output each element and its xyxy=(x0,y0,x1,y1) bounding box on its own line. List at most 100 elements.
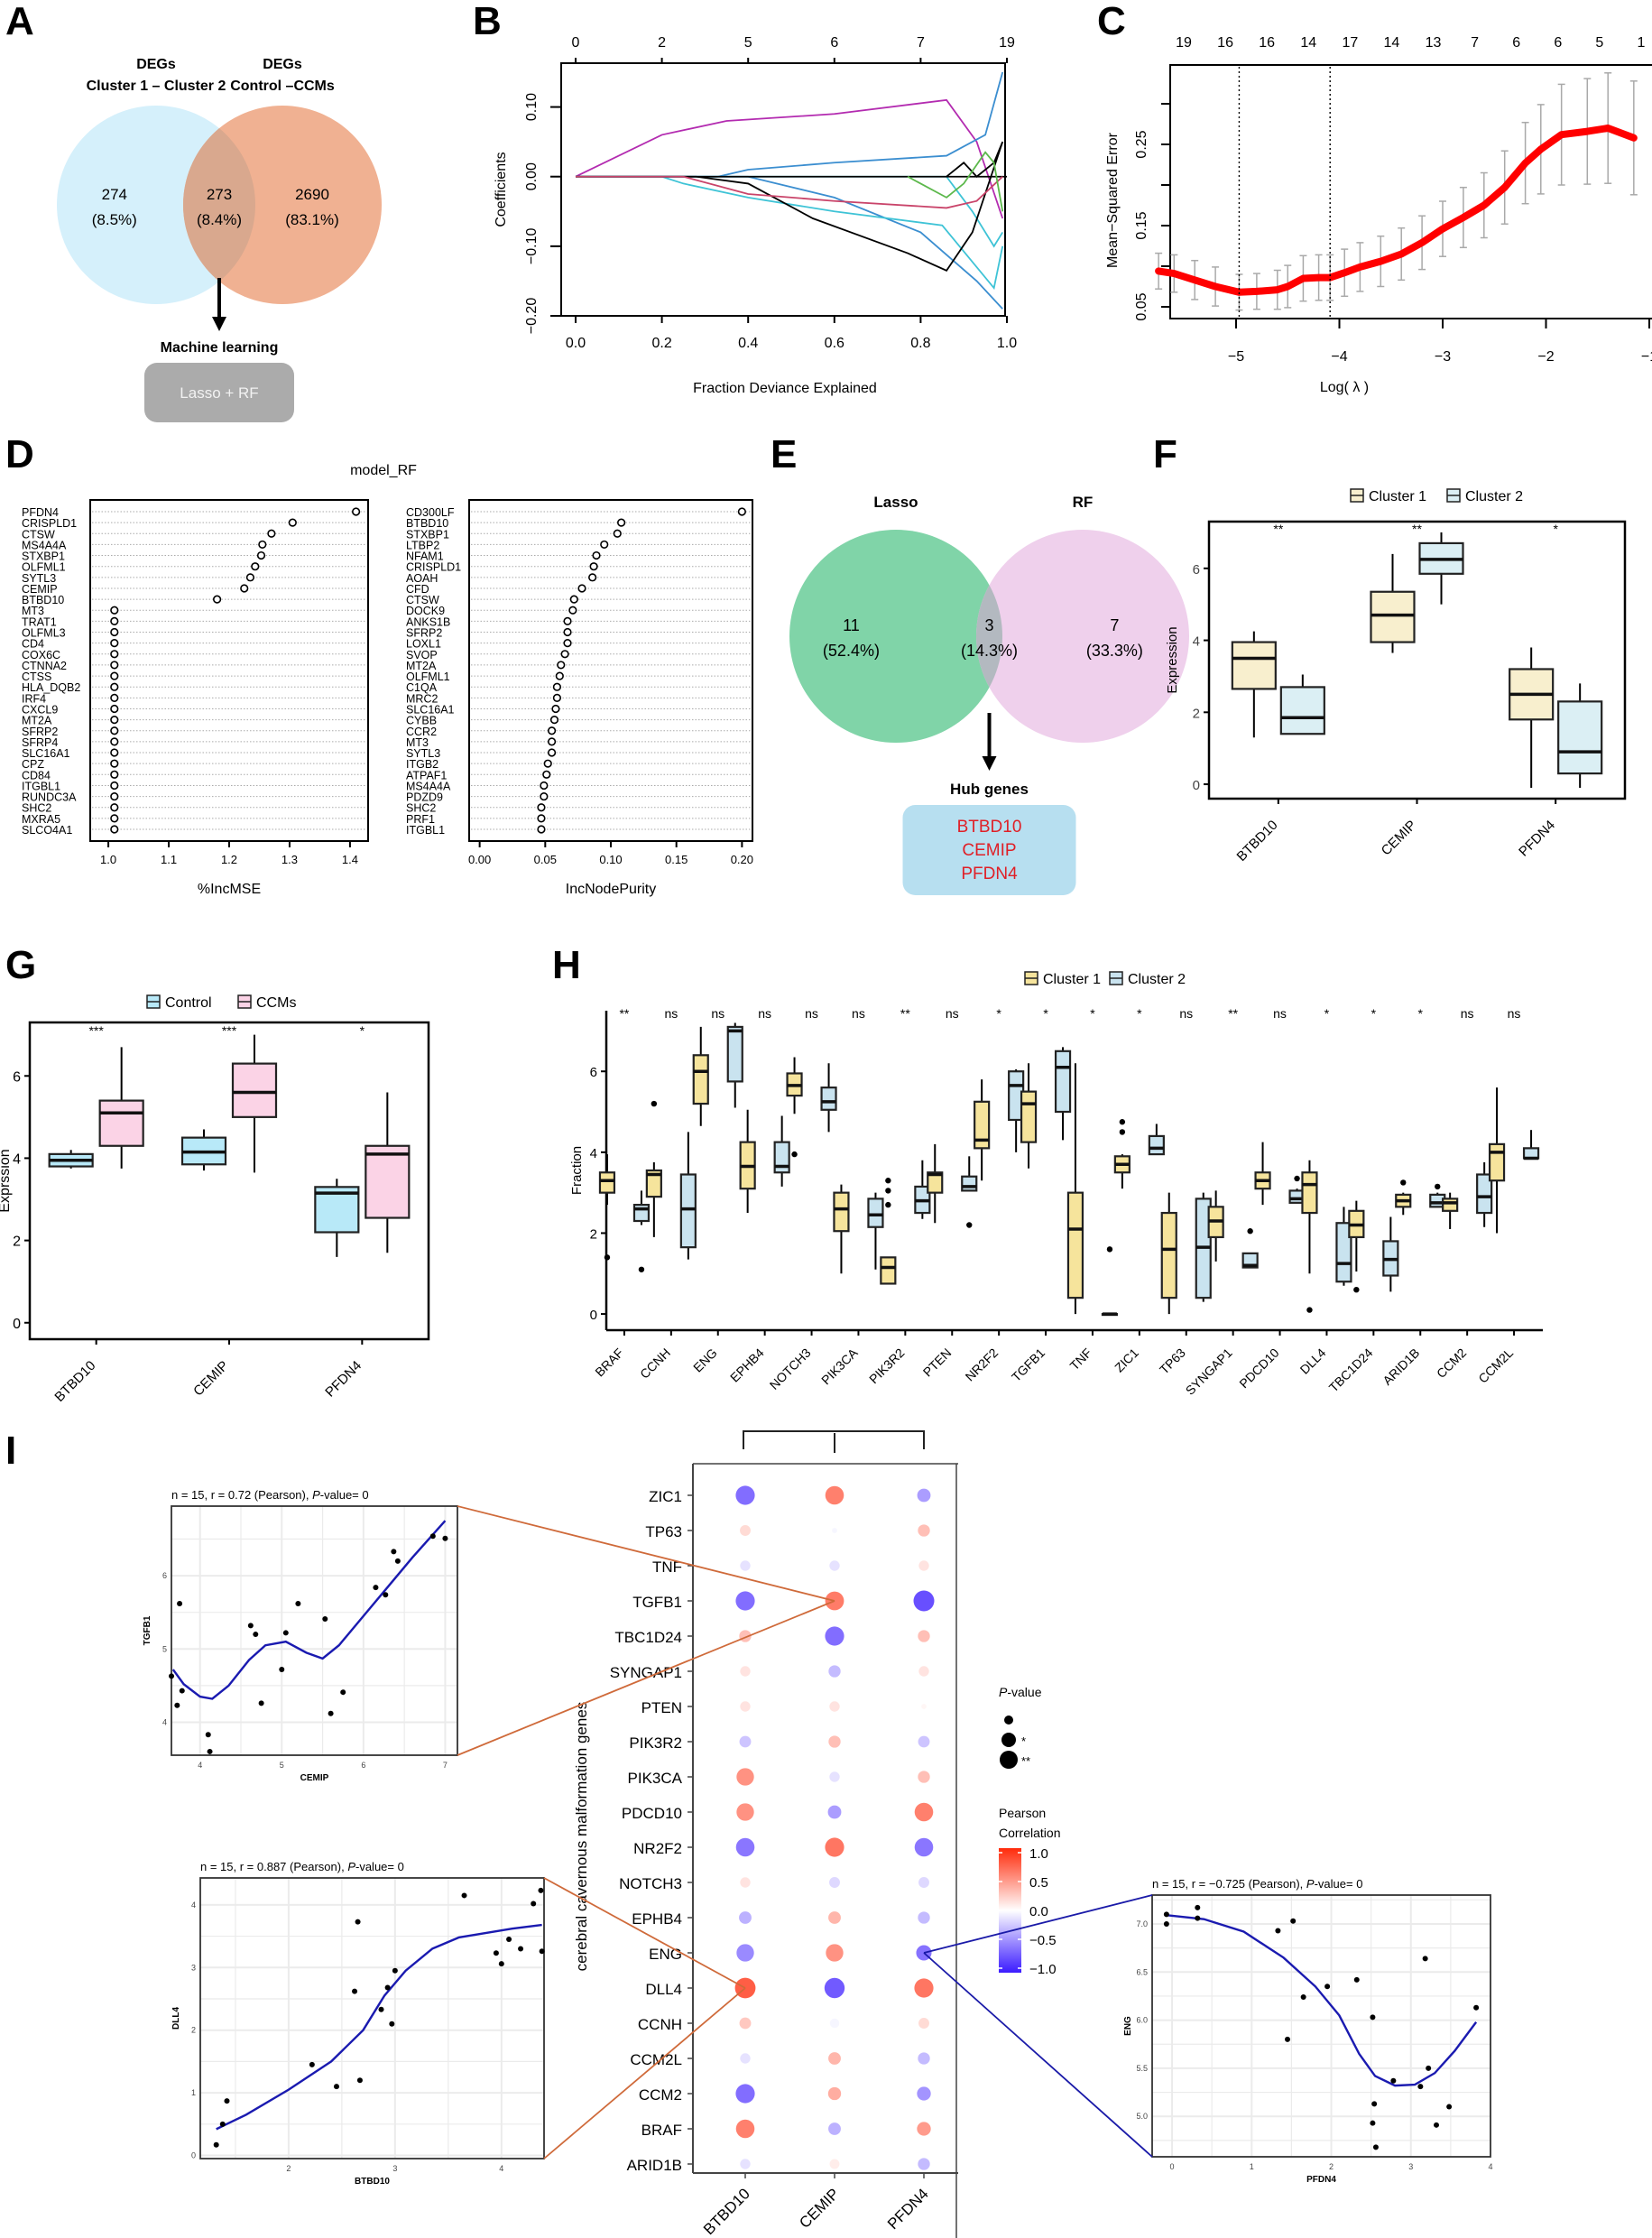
panel-label-h: H xyxy=(552,943,581,987)
significance-label: ns xyxy=(1508,1006,1521,1021)
gene-label: ATPAF1 xyxy=(406,769,447,781)
box-cluster-1 xyxy=(880,1256,897,1285)
scatter-point xyxy=(373,1585,379,1591)
scatter-point xyxy=(429,1533,436,1540)
row-gene-label: BRAF xyxy=(641,2122,682,2139)
row-gene-label: PTEN xyxy=(641,1699,682,1716)
scatter-point xyxy=(219,2121,226,2127)
scatter-point xyxy=(1370,2120,1376,2126)
x-tick-label: 1.0 xyxy=(100,853,116,866)
scatter-point xyxy=(518,1946,524,1952)
x-tick-label: 3 xyxy=(1408,2162,1413,2171)
correlation-dot xyxy=(914,1837,934,1857)
correlation-dot xyxy=(828,1735,841,1748)
box-cluster-1 xyxy=(1020,1090,1038,1143)
correlation-dot xyxy=(829,2018,840,2029)
x-tick-label: 1.0 xyxy=(997,336,1017,351)
scatter-point xyxy=(394,1558,401,1564)
importance-point xyxy=(613,529,622,538)
y-tick-label: 4 xyxy=(590,1146,597,1161)
significance-label: * xyxy=(360,1023,365,1038)
top-tick-label: 16 xyxy=(1217,35,1233,51)
importance-point xyxy=(258,540,267,550)
gene-label: SHC2 xyxy=(22,802,51,815)
scatter-point xyxy=(1290,1918,1297,1924)
plot-frame xyxy=(89,499,369,842)
x-tick-label: BTBD10 xyxy=(1234,818,1281,865)
colorbar-label: 1.0 xyxy=(1029,1846,1048,1862)
scatter-point xyxy=(355,1919,361,1925)
correlation-dot xyxy=(829,2159,840,2169)
importance-point xyxy=(110,748,119,757)
pvalue-legend-label: * xyxy=(1021,1734,1026,1748)
importance-point xyxy=(540,781,549,791)
correlation-dot xyxy=(829,1701,840,1712)
pvalue-legend-dot xyxy=(1004,1715,1013,1725)
correlation-dot xyxy=(829,1877,840,1888)
y-tick-label: 0 xyxy=(590,1308,597,1323)
gene-label: BTBD10 xyxy=(406,517,448,530)
x-tick-label: TGFB1 xyxy=(1009,1346,1047,1384)
gene-label: ITGBL1 xyxy=(22,780,60,792)
importance-point xyxy=(563,616,572,625)
arrow-head-icon xyxy=(212,317,226,331)
gene-label: MT3 xyxy=(406,736,429,749)
legend-label: Cluster 2 xyxy=(1128,972,1186,987)
y-tick-label: 6.0 xyxy=(1136,2016,1148,2025)
correlation-dot xyxy=(828,2052,841,2065)
significance-label: ns xyxy=(1273,1006,1287,1021)
plot-frame xyxy=(171,1505,458,1756)
importance-point xyxy=(569,595,578,604)
colorbar-label: 0.5 xyxy=(1029,1875,1048,1891)
gene-label: CTNNA2 xyxy=(22,660,67,672)
row-gene-label: ZIC1 xyxy=(649,1488,682,1505)
significance-label: * xyxy=(1324,1006,1330,1021)
x-axis-label: BTBD10 xyxy=(355,2177,390,2187)
y-tick-label: 0.25 xyxy=(1134,130,1149,158)
y-axis-label: Fraction xyxy=(569,1146,585,1195)
box-cluster-1 xyxy=(1301,1171,1318,1215)
importance-point xyxy=(110,726,119,735)
venn-group xyxy=(789,530,1189,743)
loess-fit-line xyxy=(216,1923,542,2131)
gene-label: LOXL1 xyxy=(406,638,441,651)
x-axis-label: %IncMSE xyxy=(198,882,261,897)
importance-point xyxy=(110,682,119,691)
scatter-point xyxy=(1446,2104,1453,2110)
scatter-point xyxy=(205,1732,211,1738)
importance-point xyxy=(549,716,559,725)
x-tick-label: CCNH xyxy=(637,1346,673,1382)
x-tick-label: 0.0 xyxy=(566,336,586,351)
row-gene-label: NR2F2 xyxy=(633,1840,682,1857)
correlation-dot xyxy=(828,1665,841,1678)
venn-diagram-lasso-rf: Lasso RF 11 (52.4%) 3 (14.3%) 7 (33.3%) Hub gene… xyxy=(789,494,1189,895)
connector-line xyxy=(457,1505,835,1602)
venn-overlap xyxy=(183,106,255,304)
scatter-point xyxy=(253,1632,259,1638)
x-tick-label: 3 xyxy=(392,2164,397,2173)
correlation-dot xyxy=(824,1977,845,1999)
top-tick-label: 6 xyxy=(830,35,838,51)
significance-label: *** xyxy=(222,1023,237,1038)
significance-label: ** xyxy=(1228,1006,1238,1021)
scatter-point xyxy=(506,1937,512,1943)
row-gene-label: CCM2 xyxy=(639,2086,682,2104)
scatter-point xyxy=(279,1667,285,1673)
correlation-title: n = 15, r = 0.887 (Pearson), P-value= 0 xyxy=(200,1860,404,1873)
importance-point xyxy=(110,606,119,615)
top-tick-label: 16 xyxy=(1259,35,1275,51)
top-tick-label: 6 xyxy=(1554,35,1562,51)
importance-point xyxy=(110,803,119,812)
significance-label: *** xyxy=(88,1023,104,1038)
venn-region-count: 11 xyxy=(843,616,860,634)
scatter-point xyxy=(328,1710,334,1716)
gene-label: BTBD10 xyxy=(22,594,64,606)
importance-point xyxy=(110,671,119,680)
legend-label: Cluster 2 xyxy=(1465,489,1523,504)
venn-set-title: Control –CCMs xyxy=(230,79,335,94)
gene-label: IRF4 xyxy=(22,692,46,705)
importance-point xyxy=(537,814,546,823)
y-tick-label: 4 xyxy=(1193,634,1200,650)
x-tick-label: 1.2 xyxy=(221,853,237,866)
importance-point xyxy=(588,573,597,582)
